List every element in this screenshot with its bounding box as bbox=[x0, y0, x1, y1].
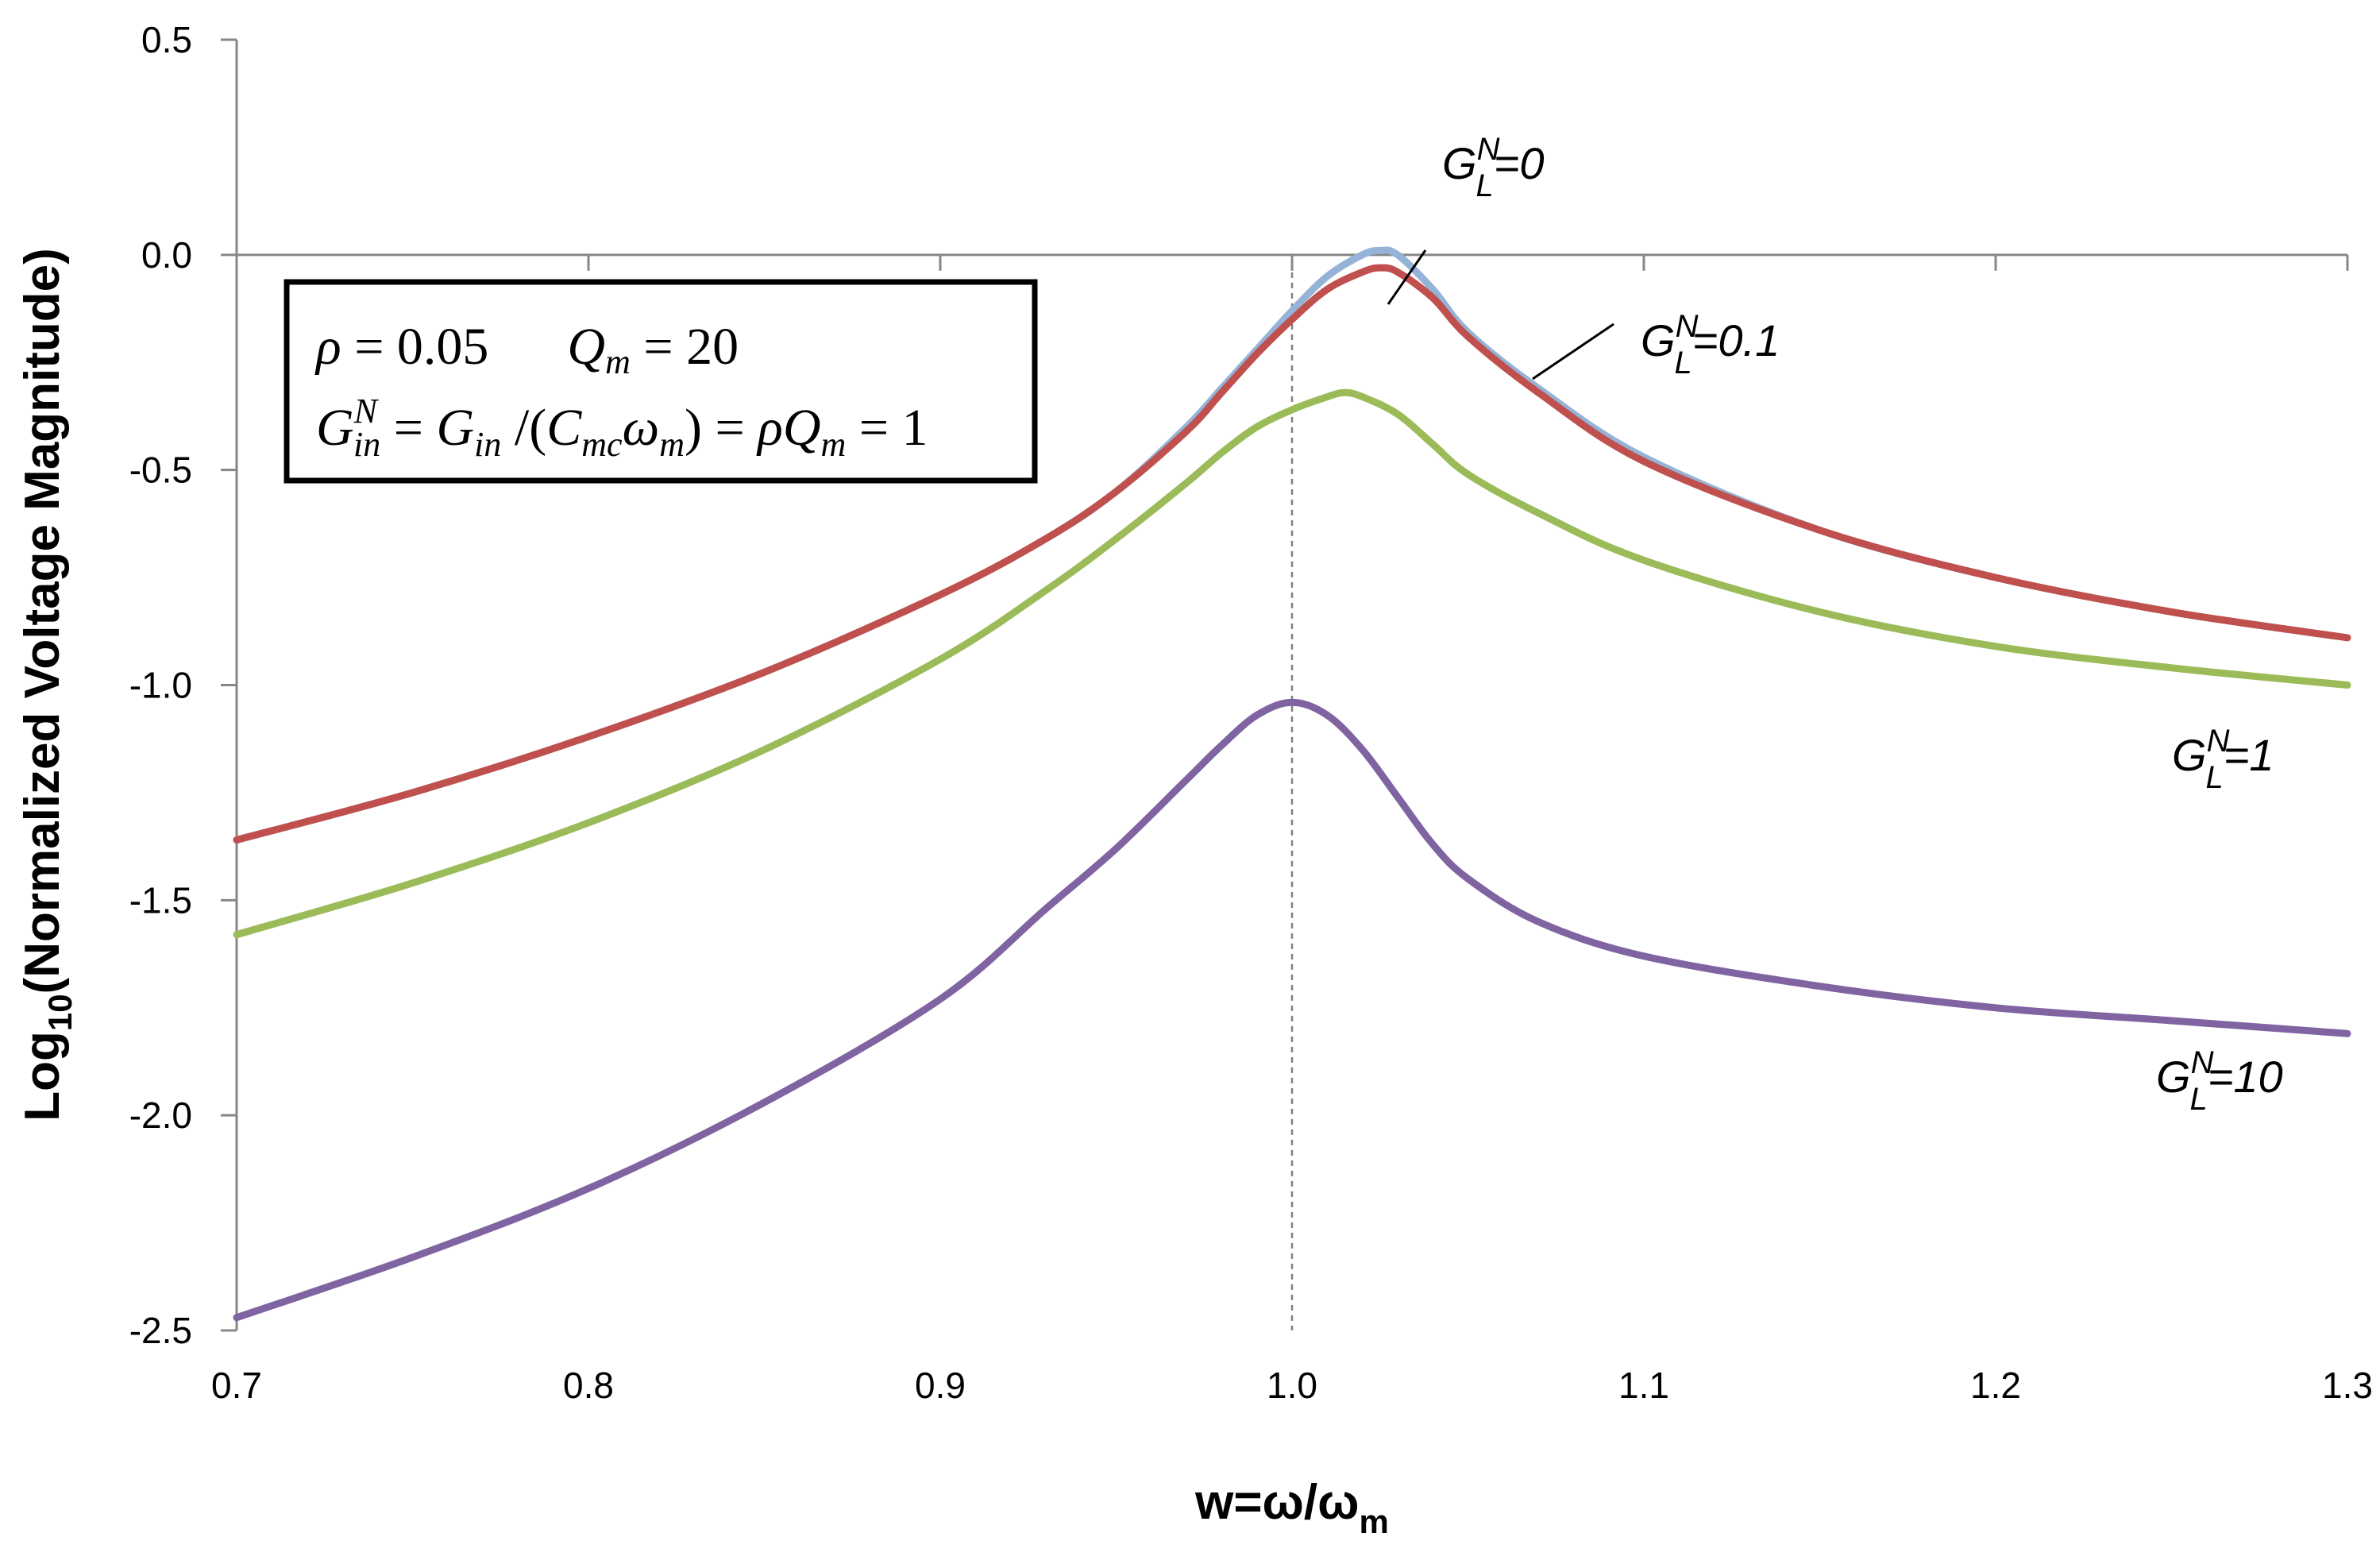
label-gl-0: GN L=0 bbox=[1442, 132, 1545, 203]
x-tick-label: 1.1 bbox=[1618, 1365, 1669, 1406]
y-tick-label: -0.5 bbox=[129, 450, 192, 491]
y-tick-label: 0.5 bbox=[141, 19, 192, 60]
x-tick-label: 1.2 bbox=[1970, 1365, 2021, 1406]
params-line-1: ρ = 0.05 Qm = 20 bbox=[314, 318, 739, 381]
series-gl-0p1-line bbox=[233, 264, 2351, 844]
y-tick-label: 0.0 bbox=[141, 234, 192, 276]
x-tick-label: 0.9 bbox=[915, 1365, 966, 1406]
label-gl-0p1: GN L=0.1 bbox=[1641, 309, 1780, 380]
x-tick-label: 0.8 bbox=[563, 1365, 614, 1406]
params-line-2: GN in = Gin /(Cmcωm) = ρQm = 1 bbox=[316, 392, 928, 464]
series-gl-1-line bbox=[233, 388, 2351, 939]
leader-line-gl-0 bbox=[1387, 249, 1427, 305]
series-gl-10-line bbox=[233, 698, 2351, 1322]
x-axis-title: w=ω/ωm bbox=[1194, 1475, 1389, 1540]
y-tick-label: -2.0 bbox=[129, 1095, 192, 1136]
leader-line-gl-0p1 bbox=[1532, 322, 1614, 380]
x-tick-label: 1.3 bbox=[2322, 1365, 2373, 1406]
y-axis-title: Log10(Normalized Voltage Magnitude) bbox=[15, 248, 79, 1122]
y-tick-label: -1.5 bbox=[129, 879, 192, 921]
params-box bbox=[284, 279, 1038, 484]
annotations: GN L=0 GN L=0.1 GN L=1 GN L=10 ρ = 0.05 Qm = 20 G… bbox=[15, 132, 2283, 1540]
x-tick-label: 1.0 bbox=[1267, 1365, 1317, 1406]
plot-area: 0.7 0.8 0.9 1.0 1.1 1.2 1.3 0.5 0.0 -0.5 -1.0 -1.5 -… bbox=[129, 19, 2373, 1406]
x-tick-label: 0.7 bbox=[211, 1365, 262, 1406]
y-tick-label: -2.5 bbox=[129, 1310, 192, 1351]
label-gl-1: GN L=1 bbox=[2172, 724, 2274, 795]
label-gl-10: GN L=10 bbox=[2156, 1045, 2283, 1117]
y-tick-label: -1.0 bbox=[129, 665, 192, 706]
